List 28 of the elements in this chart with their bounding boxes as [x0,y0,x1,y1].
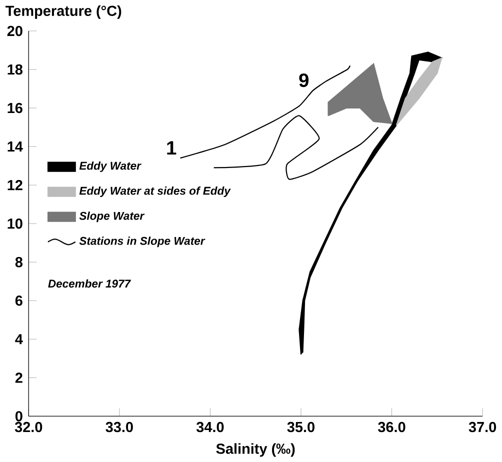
x-tick-label: 36.0 [378,422,406,432]
legend-label: Slope Water [79,212,145,222]
y-tick-label: 2 [15,372,22,383]
y-tick-label: 16 [8,102,22,114]
y-axis-title: Temperature (°C) [6,5,122,19]
legend-label: Stations in Slope Water [79,236,206,248]
x-tick-label: 35.0 [287,422,314,432]
y-tick-label: 18 [8,64,23,75]
x-tick-label: 34.0 [196,422,224,432]
y-tick-label: 12 [8,180,22,190]
x-tick-label: 33.0 [106,422,133,432]
y-tick-label: 6 [15,295,22,306]
line-series [180,65,351,159]
y-tick-label: 10 [8,218,22,229]
y-tick-label: 14 [8,142,23,152]
x-tick-label: 32.0 [14,422,42,432]
y-tick-label: 0 [15,411,22,422]
annotation: December 1977 [48,279,131,288]
legend-label: Eddy Water at sides of Eddy [79,186,231,197]
legend-label: Eddy Water [79,161,142,172]
annotation: 1 [167,141,176,155]
y-tick-label: 8 [15,256,23,268]
annotation: 9 [299,73,309,88]
x-tick-label: 37.0 [468,422,496,432]
line-series [213,115,379,180]
y-tick-label: 20 [7,26,22,36]
y-tick-label: 4 [15,334,23,344]
x-axis-title: Salinity (‰) [216,443,295,457]
